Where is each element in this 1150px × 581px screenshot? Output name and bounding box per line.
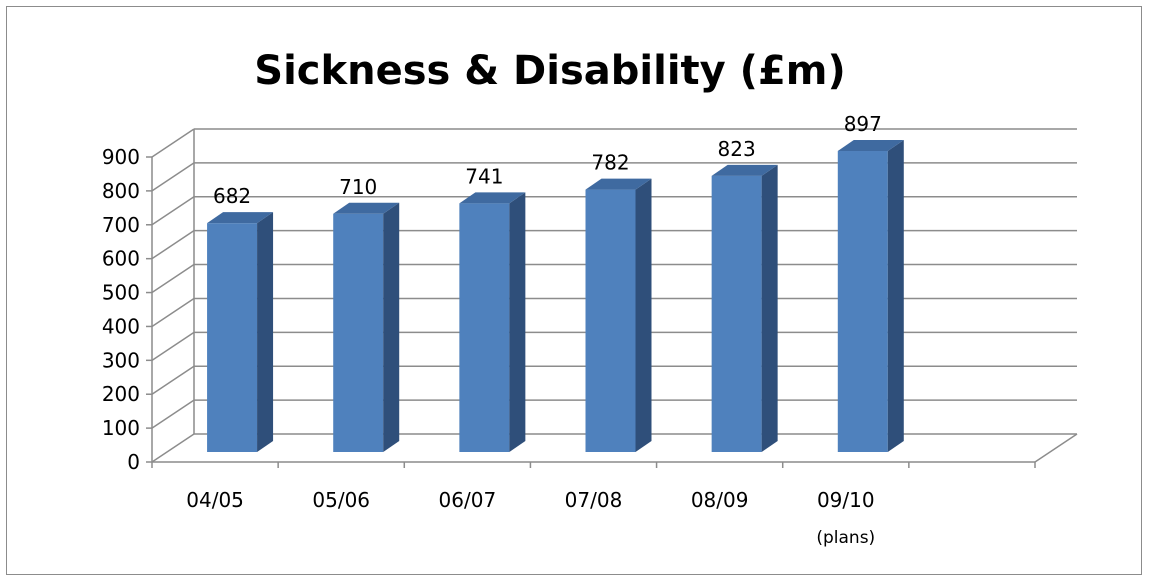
- gridline-diagonal: [151, 196, 195, 226]
- chart-frame: [6, 6, 1142, 575]
- y-tick-label: 0: [127, 450, 140, 474]
- y-tick-label: 400: [102, 314, 140, 338]
- data-label: 782: [591, 151, 629, 175]
- axes: [146, 156, 1078, 468]
- data-label: 897: [844, 112, 882, 136]
- x-category-label: 08/09: [691, 488, 749, 512]
- y-tick-label: 800: [102, 179, 140, 203]
- chart-title: Sickness & Disability (£m): [254, 48, 845, 94]
- bar-front: [837, 151, 888, 453]
- bar-top: [711, 164, 778, 176]
- data-labels: 682 710 741 782 823 897: [213, 112, 882, 208]
- bars: [207, 140, 904, 453]
- x-axis-categories: 04/05 05/06 06/07 07/08 08/09 09/10 (plans): [186, 488, 875, 548]
- y-tick-label: 700: [102, 213, 140, 237]
- bar: [585, 178, 652, 452]
- bar-top: [333, 202, 400, 214]
- gridline-diagonal: [151, 128, 195, 158]
- data-label: 741: [465, 164, 503, 188]
- y-tick-label: 500: [102, 281, 140, 305]
- bar-side: [887, 140, 904, 453]
- gridline-diagonal: [151, 365, 195, 395]
- bar-side: [635, 178, 652, 452]
- y-tick-label: 300: [102, 348, 140, 372]
- bar-front: [333, 213, 384, 452]
- bar-side: [761, 164, 778, 453]
- gridline-diagonal: [151, 162, 195, 192]
- bar-top: [585, 178, 652, 190]
- gridline-diagonal: [151, 230, 195, 260]
- data-label: 823: [718, 137, 756, 161]
- bar-side: [509, 192, 526, 452]
- y-tick-label: 200: [102, 382, 140, 406]
- bar: [711, 164, 778, 453]
- y-tick-label: 900: [102, 145, 140, 169]
- bar: [459, 192, 526, 452]
- x-category-label: 07/08: [565, 488, 623, 512]
- bar-side: [383, 202, 400, 452]
- bar: [333, 202, 400, 452]
- x-category-label: 06/07: [439, 488, 497, 512]
- bar: [837, 140, 904, 453]
- bar: [207, 212, 274, 452]
- bar-top: [207, 212, 274, 224]
- gridline-diagonal: [151, 331, 195, 361]
- y-tick-label: 100: [102, 416, 140, 440]
- gridline-diagonal: [151, 263, 195, 294]
- gridline-diagonal: [151, 399, 195, 429]
- gridline-diagonal: [151, 433, 195, 463]
- bar-front: [711, 175, 762, 453]
- gridline-diagonal: [151, 297, 195, 328]
- bar-side: [257, 212, 274, 452]
- floor-right-edge: [1034, 433, 1078, 463]
- x-category-label: 04/05: [186, 488, 244, 512]
- bar-front: [459, 203, 510, 452]
- x-category-note: (plans): [816, 528, 875, 548]
- y-axis-ticks: 0 100 200 300 400 500 600 700 800 900: [102, 145, 140, 474]
- data-label: 710: [339, 175, 377, 199]
- data-label: 682: [213, 184, 251, 208]
- bar-front: [207, 223, 258, 452]
- bar-top: [837, 140, 904, 152]
- bar-front: [585, 189, 636, 452]
- x-category-label: 09/10: [817, 488, 875, 512]
- x-category-label: 05/06: [312, 488, 370, 512]
- y-tick-label: 600: [102, 247, 140, 271]
- bar-top: [459, 192, 526, 204]
